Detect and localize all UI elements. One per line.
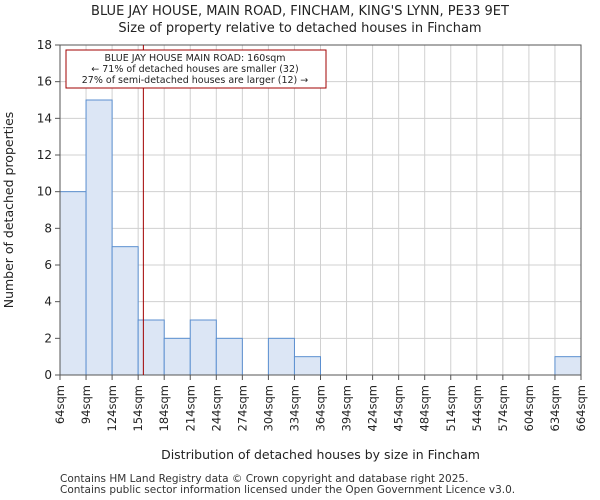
y-tick-label: 18 (37, 38, 52, 52)
x-tick-label: 304sqm (261, 385, 275, 431)
y-tick-label: 16 (37, 75, 52, 89)
footer-line-2: Contains public sector information licen… (60, 484, 516, 496)
x-axis-label: Distribution of detached houses by size … (161, 447, 480, 462)
x-ticks: 64sqm 94sqm 124sqm 154sqm 184sqm 214sqm 244sqm… (53, 375, 588, 431)
annotation-line-1: BLUE JAY HOUSE MAIN ROAD: 160sqm (104, 53, 285, 64)
x-tick-label: 484sqm (418, 385, 432, 431)
y-tick-label: 2 (44, 331, 52, 345)
histogram-bar (111, 246, 139, 376)
histogram-bar (554, 356, 582, 376)
x-tick-label: 94sqm (79, 385, 93, 424)
y-axis-label: Number of detached properties (1, 112, 16, 309)
y-tick-label: 14 (37, 111, 52, 125)
y-ticks: 0 2 4 6 8 10 12 14 16 18 (37, 38, 60, 382)
x-tick-label: 154sqm (131, 385, 145, 431)
histogram-bar (267, 337, 295, 376)
chart-title: BLUE JAY HOUSE, MAIN ROAD, FINCHAM, KING… (91, 4, 509, 19)
chart-subtitle: Size of property relative to detached ho… (118, 21, 482, 36)
histogram-bar (85, 99, 113, 376)
bars (59, 99, 582, 376)
y-tick-label: 4 (44, 295, 52, 309)
histogram-bar (137, 319, 165, 376)
y-tick-label: 6 (44, 258, 52, 272)
x-tick-label: 604sqm (522, 385, 536, 431)
annotation-box: BLUE JAY HOUSE MAIN ROAD: 160sqm ← 71% o… (65, 49, 327, 89)
annotation-line-3: 27% of semi-detached houses are larger (… (82, 75, 309, 86)
x-tick-label: 514sqm (444, 385, 458, 431)
x-tick-label: 244sqm (209, 385, 223, 431)
histogram-bar (293, 356, 322, 376)
histogram-bar (215, 337, 243, 376)
y-tick-label: 10 (37, 185, 52, 199)
x-tick-label: 334sqm (287, 385, 301, 431)
histogram-bar (189, 319, 217, 376)
y-tick-label: 12 (37, 148, 52, 162)
histogram-bar (163, 337, 191, 376)
x-tick-label: 394sqm (340, 385, 354, 431)
footer-line-1: Contains HM Land Registry data © Crown c… (60, 473, 469, 485)
x-tick-label: 184sqm (157, 385, 171, 431)
y-tick-label: 8 (44, 221, 52, 235)
x-tick-label: 574sqm (496, 385, 510, 431)
x-tick-label: 214sqm (183, 385, 197, 431)
x-tick-label: 64sqm (53, 385, 67, 424)
x-tick-label: 634sqm (548, 385, 562, 431)
x-tick-label: 424sqm (366, 385, 380, 431)
annotation-line-2: ← 71% of detached houses are smaller (32… (91, 64, 298, 75)
y-tick-label: 0 (44, 368, 52, 382)
x-tick-label: 364sqm (314, 385, 328, 431)
x-tick-label: 664sqm (574, 385, 588, 431)
x-tick-label: 454sqm (392, 385, 406, 431)
x-tick-label: 274sqm (235, 385, 249, 431)
x-tick-label: 544sqm (470, 385, 484, 431)
x-tick-label: 124sqm (105, 385, 119, 431)
histogram-bar (59, 191, 87, 376)
